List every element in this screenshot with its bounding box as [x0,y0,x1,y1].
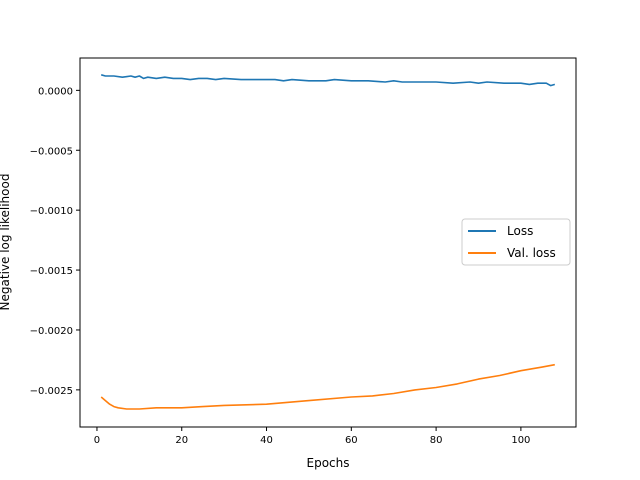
legend-label-loss: Loss [507,224,533,238]
legend-label-val-loss: Val. loss [507,246,556,260]
y-tick-label: −0.0005 [30,146,73,157]
y-tick-label: −0.0020 [30,326,73,337]
y-tick-label: −0.0025 [30,386,73,397]
series-line-val-loss [100,363,555,410]
x-tick-label: 40 [260,435,273,446]
x-tick-label: 0 [94,435,100,446]
axes-frame [79,57,577,428]
x-tick-label: 80 [430,435,443,446]
x-tick-label: 20 [175,435,188,446]
x-axis-label: Epochs [307,456,350,470]
y-tick-label: 0.0000 [38,86,73,97]
legend: Loss Val. loss [461,218,571,266]
x-tick-label: 60 [345,435,358,446]
series-line-loss [100,74,556,87]
y-tick-label: −0.0010 [30,206,73,217]
y-tick-label: −0.0015 [30,266,73,277]
x-tick-label: 100 [511,435,530,446]
y-axis-label: Negative log likelihood [0,174,12,311]
